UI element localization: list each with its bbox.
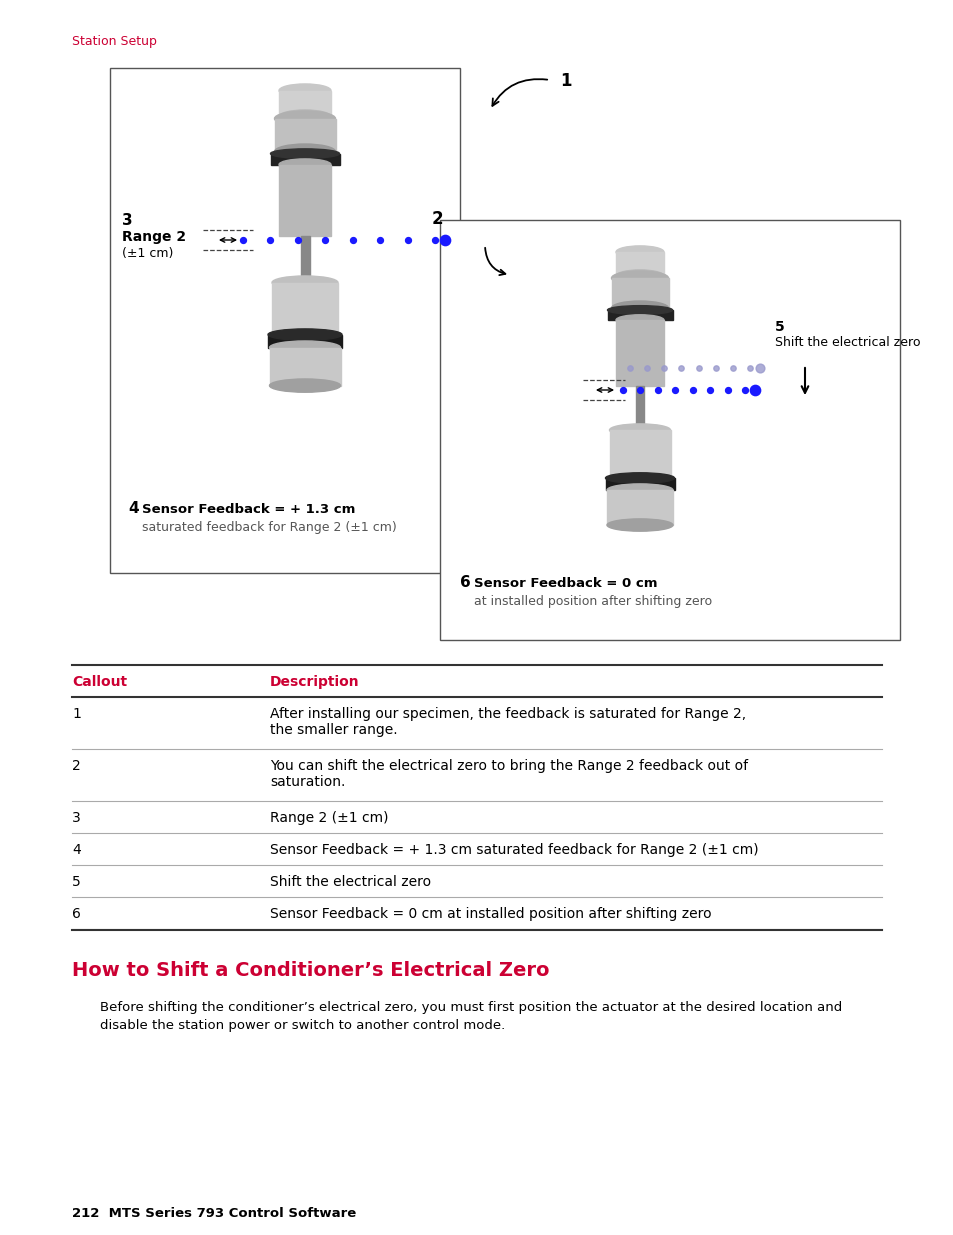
Point [639, 358, 654, 378]
Text: 2: 2 [71, 760, 81, 773]
Ellipse shape [616, 315, 663, 325]
Ellipse shape [278, 84, 331, 98]
Bar [605, 478, 675, 490]
Ellipse shape [278, 110, 331, 124]
Text: 4: 4 [128, 501, 138, 516]
Text: Callout: Callout [71, 676, 127, 689]
Point [427, 230, 442, 249]
Point [673, 358, 688, 378]
Ellipse shape [611, 270, 668, 285]
Bar [110, 68, 459, 573]
Text: Sensor Feedback = 0 cm: Sensor Feedback = 0 cm [474, 577, 657, 590]
Ellipse shape [269, 341, 340, 354]
Ellipse shape [272, 275, 337, 289]
Bar [272, 283, 337, 335]
Text: Description: Description [270, 676, 359, 689]
Ellipse shape [274, 111, 335, 126]
Point [707, 358, 722, 378]
Point [436, 230, 452, 249]
Text: 1: 1 [559, 72, 571, 90]
Point [701, 380, 717, 400]
Bar [268, 335, 341, 347]
Text: 4: 4 [71, 844, 81, 857]
Text: 3: 3 [71, 811, 81, 825]
Text: 3: 3 [122, 212, 132, 228]
Bar [271, 153, 339, 164]
Text: Sensor Feedback = 0 cm at installed position after shifting zero: Sensor Feedback = 0 cm at installed posi… [270, 906, 711, 921]
Bar [616, 252, 663, 277]
Bar [616, 320, 663, 387]
Ellipse shape [606, 519, 672, 531]
Ellipse shape [611, 301, 668, 315]
Ellipse shape [606, 484, 672, 496]
Point [684, 380, 700, 400]
Text: Range 2: Range 2 [122, 230, 186, 245]
Point [345, 230, 360, 249]
Ellipse shape [268, 329, 341, 341]
Text: Range 2 (±1 cm): Range 2 (±1 cm) [270, 811, 388, 825]
Point [737, 380, 752, 400]
Bar [607, 310, 672, 320]
Text: 6: 6 [459, 576, 470, 590]
Text: 5: 5 [71, 876, 81, 889]
Text: Station Setup: Station Setup [71, 35, 156, 48]
Point [724, 358, 740, 378]
Point [235, 230, 251, 249]
Point [690, 358, 705, 378]
Text: How to Shift a Conditioner’s Electrical Zero: How to Shift a Conditioner’s Electrical … [71, 961, 549, 981]
Text: 212  MTS Series 793 Control Software: 212 MTS Series 793 Control Software [71, 1207, 355, 1220]
Point [632, 380, 647, 400]
Text: You can shift the electrical zero to bring the Range 2 feedback out of: You can shift the electrical zero to bri… [270, 760, 747, 773]
Text: 1: 1 [71, 706, 81, 721]
Point [746, 380, 761, 400]
Point [741, 358, 757, 378]
Bar [439, 220, 899, 640]
Text: Shift the electrical zero: Shift the electrical zero [774, 336, 920, 350]
Point [650, 380, 665, 400]
Text: saturation.: saturation. [270, 776, 345, 789]
Ellipse shape [269, 379, 340, 393]
Text: Before shifting the conditioner’s electrical zero, you must first position the a: Before shifting the conditioner’s electr… [100, 1002, 841, 1014]
Bar [609, 430, 670, 478]
Bar [274, 119, 335, 152]
Bar [301, 236, 310, 283]
Point [752, 358, 767, 378]
Text: 2: 2 [432, 210, 443, 228]
Bar [636, 387, 643, 430]
Point [656, 358, 671, 378]
Text: After installing our specimen, the feedback is saturated for Range 2,: After installing our specimen, the feedb… [270, 706, 745, 721]
Ellipse shape [605, 473, 674, 483]
Ellipse shape [609, 424, 670, 436]
Bar [270, 347, 340, 385]
Ellipse shape [278, 159, 331, 170]
Point [621, 358, 637, 378]
Point [262, 230, 277, 249]
Point [615, 380, 630, 400]
Text: disable the station power or switch to another control mode.: disable the station power or switch to a… [100, 1019, 505, 1032]
Ellipse shape [274, 144, 335, 159]
Point [720, 380, 735, 400]
Ellipse shape [607, 305, 672, 315]
Text: (±1 cm): (±1 cm) [122, 247, 173, 261]
Text: 6: 6 [71, 906, 81, 921]
Bar [606, 490, 672, 525]
Text: at installed position after shifting zero: at installed position after shifting zer… [474, 595, 711, 608]
Text: the smaller range.: the smaller range. [270, 722, 397, 737]
Point [317, 230, 333, 249]
Text: Sensor Feedback = + 1.3 cm saturated feedback for Range 2 (±1 cm): Sensor Feedback = + 1.3 cm saturated fee… [270, 844, 758, 857]
Text: 5: 5 [774, 320, 784, 333]
Ellipse shape [616, 270, 663, 283]
Ellipse shape [616, 246, 663, 258]
Bar [612, 278, 668, 308]
Bar [278, 164, 331, 236]
Point [667, 380, 682, 400]
Text: saturated feedback for Range 2 (±1 cm): saturated feedback for Range 2 (±1 cm) [142, 521, 396, 534]
Text: Sensor Feedback = + 1.3 cm: Sensor Feedback = + 1.3 cm [142, 503, 355, 516]
Point [399, 230, 415, 249]
Point [290, 230, 305, 249]
Bar [278, 90, 331, 116]
Text: Shift the electrical zero: Shift the electrical zero [270, 876, 431, 889]
Ellipse shape [271, 149, 339, 158]
Point [372, 230, 387, 249]
